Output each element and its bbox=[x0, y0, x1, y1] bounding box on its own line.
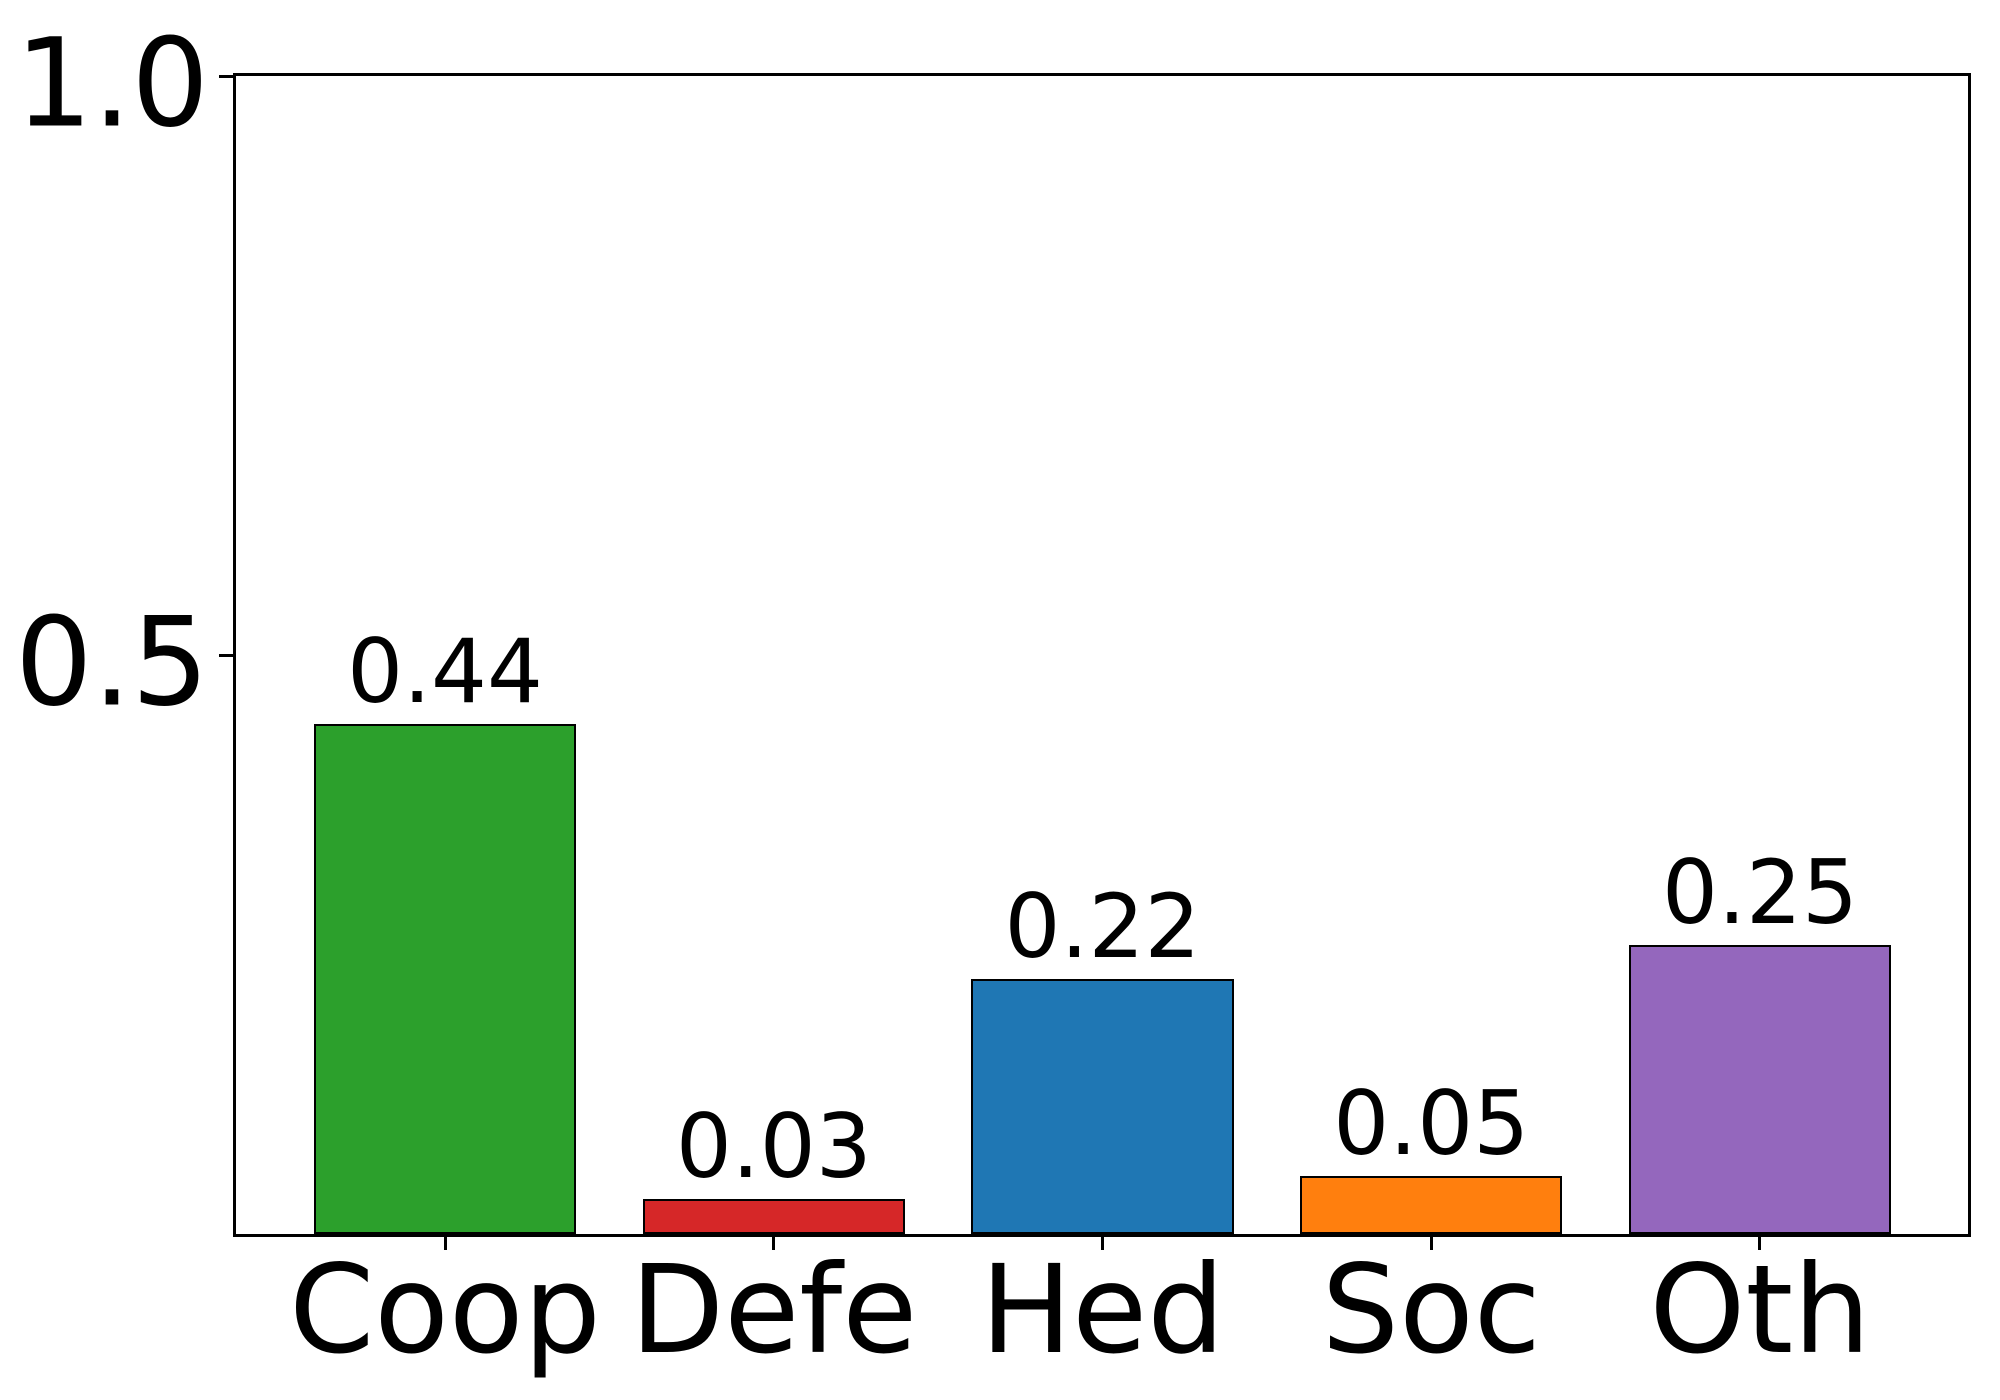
y-tick-mark-1.0 bbox=[219, 74, 233, 78]
bar-oth bbox=[1628, 944, 1891, 1234]
x-tick-label-soc: Soc bbox=[1321, 1239, 1541, 1381]
bar-value-label-soc: 0.05 bbox=[1333, 1072, 1530, 1176]
y-tick-label-0.5: 0.5 bbox=[14, 591, 209, 734]
bar-hed bbox=[971, 979, 1234, 1234]
y-tick-label-1.0: 1.0 bbox=[14, 12, 209, 155]
bar-value-label-coop: 0.44 bbox=[347, 620, 544, 724]
x-tick-mark-defe bbox=[772, 1237, 776, 1250]
x-tick-label-hed: Hed bbox=[980, 1239, 1225, 1381]
bar-soc bbox=[1300, 1176, 1563, 1234]
bar-value-label-hed: 0.22 bbox=[1004, 875, 1201, 979]
x-tick-label-coop: Coop bbox=[289, 1239, 602, 1381]
y-tick-mark-0.5 bbox=[219, 653, 233, 657]
x-tick-mark-oth bbox=[1758, 1237, 1762, 1250]
x-tick-label-defe: Defe bbox=[630, 1239, 918, 1381]
bar-value-label-defe: 0.03 bbox=[675, 1095, 872, 1199]
x-tick-label-oth: Oth bbox=[1649, 1239, 1871, 1381]
x-tick-mark-coop bbox=[443, 1237, 447, 1250]
bar-defe bbox=[642, 1199, 905, 1234]
plot-area: 0.44 0.03 0.22 0.05 0.25 bbox=[233, 73, 1971, 1237]
x-tick-mark-hed bbox=[1101, 1237, 1105, 1250]
bar-coop bbox=[314, 724, 577, 1234]
x-tick-mark-soc bbox=[1429, 1237, 1433, 1250]
bar-value-label-oth: 0.25 bbox=[1662, 840, 1858, 944]
